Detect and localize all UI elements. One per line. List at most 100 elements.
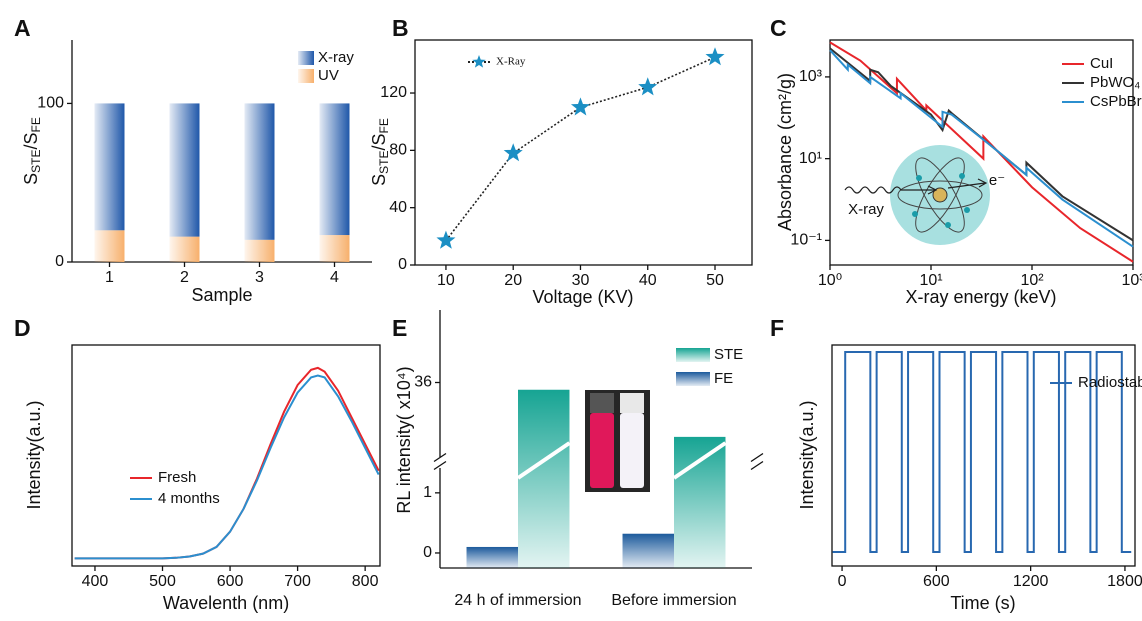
bar-segment bbox=[94, 230, 125, 262]
y-axis-label: SSTE/SFE bbox=[21, 117, 43, 185]
electron bbox=[912, 211, 918, 217]
y-axis-label-part: /S bbox=[369, 133, 389, 150]
legend-label: X-ray bbox=[318, 49, 354, 66]
y-tick-label: 36 bbox=[414, 374, 432, 391]
x-tick-label: 10 bbox=[437, 272, 455, 289]
vial-cap bbox=[620, 393, 644, 413]
y-tick-label: 0 bbox=[55, 253, 64, 270]
y-tick-label: 0 bbox=[423, 544, 432, 561]
bar-segment bbox=[244, 103, 275, 240]
legend-label: 4 months bbox=[158, 490, 220, 507]
y-tick-label: 10¹ bbox=[799, 150, 822, 167]
y-axis-label: Intensity(a.u.) bbox=[797, 400, 817, 509]
bar-segment bbox=[169, 103, 200, 237]
x-tick-label: 0 bbox=[838, 573, 847, 590]
break-mark bbox=[433, 452, 447, 471]
legend-swatch bbox=[298, 69, 314, 83]
x-tick-label: 2 bbox=[180, 269, 189, 286]
x-tick-label: 10⁰ bbox=[818, 272, 842, 289]
electron bbox=[916, 175, 922, 181]
legend-label: Radiostability bbox=[1078, 374, 1142, 391]
x-tick-label: Before immersion bbox=[611, 592, 736, 609]
plot-frame bbox=[414, 39, 753, 266]
y-axis-label: Intensity(a.u.) bbox=[24, 400, 44, 509]
orbit bbox=[897, 180, 983, 210]
star-marker bbox=[436, 230, 456, 249]
y-tick-label: 100 bbox=[37, 95, 64, 112]
y-axis-label-part: S bbox=[369, 174, 389, 186]
panel-label: C bbox=[770, 15, 787, 41]
bar-segment bbox=[244, 239, 275, 262]
bar-segment bbox=[319, 103, 350, 236]
x-tick-label: 40 bbox=[639, 272, 657, 289]
y-axis-label-part: STE bbox=[377, 151, 391, 174]
bar-segment bbox=[319, 235, 350, 262]
legend-swatch bbox=[298, 51, 314, 65]
x-tick-label: 3 bbox=[255, 269, 264, 286]
electron-arrow bbox=[947, 178, 988, 189]
series-line bbox=[74, 366, 380, 560]
x-tick-label: 700 bbox=[284, 573, 311, 590]
break-mark bbox=[750, 452, 764, 471]
x-tick-label: 4 bbox=[330, 269, 339, 286]
x-tick-label: 500 bbox=[149, 573, 176, 590]
legend-label: X-Ray bbox=[496, 56, 526, 68]
series-line bbox=[832, 351, 1132, 553]
vial-photo bbox=[585, 390, 650, 492]
x-tick-label: 1800 bbox=[1107, 573, 1142, 590]
y-axis-label: Absorbance (cm²/g) bbox=[775, 73, 795, 231]
y-tick-label: 0 bbox=[398, 256, 407, 273]
x-tick-label: 50 bbox=[706, 272, 724, 289]
x-tick-label: 10³ bbox=[1121, 272, 1142, 289]
orbit bbox=[915, 157, 965, 233]
legend-label: CsPbBr₃ bbox=[1090, 93, 1142, 110]
bar bbox=[466, 546, 518, 568]
plot-frame bbox=[829, 39, 1134, 266]
axis-gap bbox=[437, 457, 443, 468]
legend-marker bbox=[472, 55, 486, 68]
x-tick-label: 400 bbox=[82, 573, 109, 590]
electron bbox=[964, 207, 970, 213]
electron bbox=[945, 222, 951, 228]
star-marker bbox=[570, 97, 590, 116]
vial-cap bbox=[590, 393, 614, 413]
nucleus bbox=[932, 187, 948, 203]
legend-label: UV bbox=[318, 67, 339, 84]
x-axis-label: Sample bbox=[191, 285, 252, 305]
x-tick-label: 20 bbox=[504, 272, 522, 289]
legend-label: FE bbox=[714, 370, 733, 387]
panel-label: E bbox=[392, 315, 407, 341]
legend-label: STE bbox=[714, 346, 743, 363]
y-axis-label-part: STE bbox=[29, 150, 43, 173]
plot-frame bbox=[831, 344, 1136, 567]
y-tick-label: 40 bbox=[389, 199, 407, 216]
vial-white bbox=[620, 413, 644, 488]
y-tick-label: 10³ bbox=[799, 68, 823, 85]
x-tick-label: 600 bbox=[217, 573, 244, 590]
y-axis-label: SSTE/SFE bbox=[369, 118, 391, 186]
panel-label: B bbox=[392, 15, 409, 41]
legend-swatch bbox=[676, 372, 710, 386]
y-axis-label-part: FE bbox=[377, 118, 391, 133]
electron bbox=[959, 173, 965, 179]
plot-frame bbox=[71, 344, 381, 567]
x-tick-label: 800 bbox=[352, 573, 379, 590]
legend-label: PbWO₄ bbox=[1090, 74, 1140, 91]
x-tick-label: 600 bbox=[923, 573, 950, 590]
star-marker bbox=[503, 143, 523, 162]
x-tick-label: 30 bbox=[572, 272, 590, 289]
series-line bbox=[829, 41, 1134, 263]
y-axis-label-part: /S bbox=[21, 132, 41, 149]
series-line bbox=[829, 47, 1134, 242]
series-line bbox=[74, 374, 380, 560]
bar-segment bbox=[169, 236, 200, 262]
bar-segment bbox=[94, 103, 125, 231]
y-tick-label: 80 bbox=[389, 142, 407, 159]
arrow-head bbox=[927, 185, 938, 195]
x-axis-label: X-ray energy (keV) bbox=[905, 287, 1056, 307]
atom-inset bbox=[844, 145, 990, 245]
x-tick-label: 1 bbox=[105, 269, 114, 286]
panel-label: A bbox=[14, 15, 31, 41]
x-axis-label: Voltage (KV) bbox=[532, 287, 633, 307]
